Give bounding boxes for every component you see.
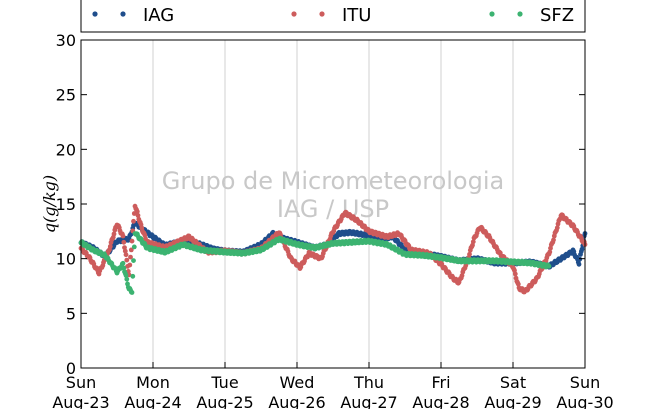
- x-tick-label-day: Mon: [136, 373, 170, 392]
- data-point-itu: [512, 271, 518, 277]
- data-point-itu: [515, 281, 521, 287]
- legend-marker-sfz: [489, 11, 495, 17]
- data-point-itu: [127, 262, 133, 268]
- data-point-itu: [121, 239, 127, 245]
- y-tick-label: 15: [56, 195, 76, 214]
- legend-label-itu: ITU: [342, 5, 371, 26]
- grid: [152, 40, 514, 368]
- x-tick-label-day: Thu: [353, 373, 384, 392]
- data-point-itu: [120, 233, 126, 239]
- data-point-itu: [467, 251, 472, 257]
- data-point-itu: [128, 247, 134, 253]
- data-point-itu: [122, 248, 128, 254]
- y-tick-label: 25: [56, 86, 76, 105]
- y-tick-label: 30: [56, 31, 76, 50]
- data-point-sfz: [123, 273, 129, 278]
- watermark-text: IAG / USP: [277, 195, 389, 223]
- data-point-sfz: [130, 273, 136, 279]
- data-point-sfz: [546, 263, 552, 269]
- data-point-iag: [576, 261, 582, 267]
- data-point-itu: [459, 273, 465, 278]
- data-point-itu: [135, 213, 141, 218]
- legend-marker-iag: [120, 11, 126, 17]
- data-point-itu: [107, 244, 113, 249]
- x-tick-label-date: Aug-25: [196, 393, 253, 409]
- x-tick-label-date: Aug-30: [556, 393, 613, 409]
- y-axis-label: q(g/kg): [40, 175, 59, 233]
- legend-marker-itu: [291, 11, 297, 17]
- watermark-text: Grupo de Micrometeorologia: [162, 167, 504, 195]
- data-point-sfz: [131, 258, 136, 263]
- x-tick-label-day: Wed: [280, 373, 315, 392]
- data-point-itu: [129, 238, 135, 244]
- x-tick-label-date: Aug-29: [484, 393, 541, 409]
- y-tick-label: 0: [66, 359, 76, 378]
- legend-marker-itu: [319, 11, 325, 17]
- data-point-itu: [128, 254, 133, 260]
- data-point-itu: [554, 225, 560, 231]
- data-points: [78, 203, 588, 295]
- series-sfz: [78, 231, 552, 295]
- legend-label-sfz: SFZ: [540, 5, 574, 26]
- data-point-itu: [124, 257, 130, 263]
- legend-label-iag: IAG: [143, 5, 174, 26]
- x-tick-label-date: Aug-24: [124, 393, 181, 409]
- legend-marker-sfz: [517, 11, 523, 17]
- data-point-itu: [111, 231, 117, 237]
- y-tick-label: 10: [56, 250, 76, 269]
- x-tick-label-day: Fri: [431, 373, 450, 392]
- data-point-itu: [470, 239, 476, 245]
- data-point-itu: [551, 237, 556, 243]
- data-point-sfz: [121, 265, 127, 271]
- x-tick-label-date: Aug-28: [412, 393, 469, 409]
- data-point-itu: [547, 249, 553, 255]
- x-tick-label-day: Sat: [500, 373, 526, 392]
- data-point-iag: [577, 256, 583, 262]
- legend-marker-iag: [92, 11, 98, 17]
- data-point-sfz: [129, 290, 135, 295]
- data-point-itu: [123, 252, 129, 258]
- x-tick-label-day: Sun: [570, 373, 600, 392]
- legend: IAG ITU SFZ: [80, 0, 586, 33]
- x-tick-label-day: Sun: [66, 373, 96, 392]
- x-tick-label-day: Tue: [210, 373, 238, 392]
- data-point-sfz: [124, 276, 130, 282]
- y-tick-label: 5: [66, 304, 76, 323]
- data-point-itu: [131, 218, 136, 224]
- data-point-itu: [134, 209, 140, 215]
- data-point-sfz: [120, 260, 126, 266]
- y-tick-label: 20: [56, 140, 76, 159]
- x-tick-label-date: Aug-23: [52, 393, 109, 409]
- x-tick-label-date: Aug-26: [268, 393, 325, 409]
- x-tick-label-date: Aug-27: [340, 393, 397, 409]
- data-point-sfz: [131, 244, 137, 250]
- axes: 051015202530SunAug-23MonAug-24TueAug-25W…: [40, 31, 614, 409]
- legend-box: [80, 0, 586, 33]
